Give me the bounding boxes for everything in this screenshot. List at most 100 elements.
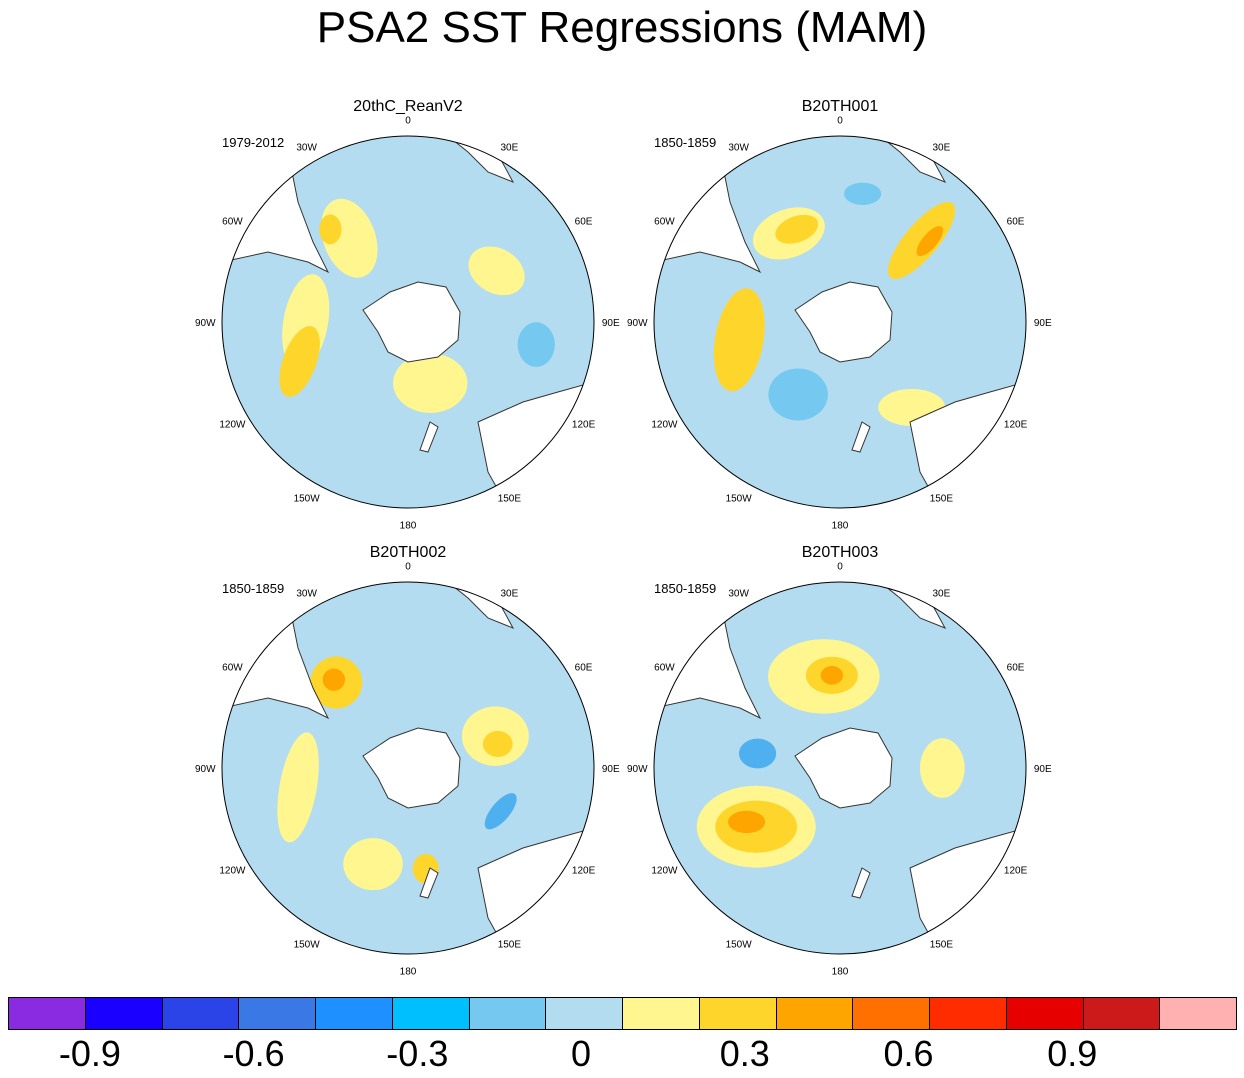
longitude-label: 150E — [498, 494, 522, 505]
longitude-label: 30E — [500, 142, 518, 153]
panel-title: 20thC_ReanV2 — [353, 98, 463, 115]
antarctica-landmass — [362, 727, 461, 809]
sst-anomaly-region — [517, 322, 555, 367]
panel-period: 1850-1859 — [222, 581, 285, 596]
longitude-label: 120E — [1004, 419, 1028, 430]
new-zealand-landmass — [419, 867, 439, 899]
colorbar-tick-label: 0.6 — [883, 1033, 934, 1074]
longitude-label: 90W — [195, 764, 216, 775]
map-border — [653, 135, 1027, 509]
colorbar-swatch — [775, 997, 854, 1030]
sst-anomaly-region — [277, 732, 319, 843]
longitude-label: 180 — [400, 967, 417, 978]
longitude-label: 60W — [654, 663, 675, 674]
longitude-label: 120W — [219, 865, 246, 876]
sst-anomaly-region — [322, 668, 346, 691]
sst-anomaly-region — [768, 368, 828, 421]
new-zealand-landmass — [419, 421, 439, 453]
sst-anomaly-region — [279, 326, 320, 397]
sst-anomaly-region — [738, 738, 777, 769]
figure-title: PSA2 SST Regressions (MAM) — [316, 3, 928, 52]
polar-map: 0 30E 60E 90E 120E 150E 180 150W 120W 90W 60W 30W — [627, 561, 1052, 978]
sst-anomaly-region — [775, 214, 819, 244]
longitude-label: 60W — [222, 217, 243, 228]
longitude-label: 90W — [627, 764, 648, 775]
antarctica-landmass — [794, 727, 893, 809]
panel-title: B20TH003 — [801, 544, 879, 561]
sst-anomaly-region — [319, 214, 342, 245]
colorbar-swatch — [622, 997, 700, 1030]
longitude-label: 0 — [405, 561, 411, 572]
africa-landmass — [446, 136, 515, 183]
colorbar-swatch — [84, 997, 163, 1030]
colorbar — [8, 997, 1237, 1031]
longitude-label: 90E — [1034, 318, 1052, 329]
longitude-label: 150W — [294, 494, 321, 505]
longitude-label: 90E — [602, 764, 620, 775]
longitude-label: 60E — [575, 663, 593, 674]
longitude-label: 180 — [832, 521, 849, 532]
longitude-label: 120E — [1004, 865, 1028, 876]
longitude-label: 120E — [572, 419, 596, 430]
colorbar-swatch — [161, 997, 240, 1030]
longitude-label: 180 — [400, 521, 417, 532]
sst-anomaly-region — [482, 730, 513, 757]
new-zealand-landmass — [851, 867, 871, 899]
sst-anomaly-region — [343, 838, 403, 891]
sst-anomaly-region — [468, 246, 525, 296]
longitude-label: 180 — [832, 967, 849, 978]
colorbar-swatch — [852, 997, 930, 1030]
longitude-label: 90W — [195, 318, 216, 329]
colorbar-swatch — [8, 997, 86, 1030]
panel-period: 1850-1859 — [654, 581, 717, 596]
longitude-label: 0 — [837, 115, 843, 126]
longitude-label: 60E — [1007, 217, 1025, 228]
sst-anomaly-region — [844, 182, 882, 205]
antarctica-landmass — [794, 281, 893, 363]
colorbar-tick-label: -0.3 — [386, 1033, 449, 1074]
longitude-label: 60W — [222, 663, 243, 674]
sst-anomaly-region — [393, 353, 468, 413]
longitude-label: 0 — [405, 115, 411, 126]
sst-anomaly-region — [713, 288, 765, 392]
panel-period: 1979-2012 — [222, 135, 285, 150]
sst-anomaly-region — [727, 810, 766, 834]
longitude-label: 30W — [728, 142, 749, 153]
longitude-label: 30E — [932, 142, 950, 153]
colorbar-swatch — [1159, 997, 1237, 1030]
colorbar-tick-label: -0.6 — [222, 1033, 285, 1074]
colorbar-tick-label: 0.9 — [1047, 1033, 1098, 1074]
sst-anomaly-region — [916, 226, 944, 257]
longitude-label: 150E — [498, 940, 522, 951]
colorbar-tick-label: 0 — [571, 1033, 592, 1074]
longitude-label: 120W — [651, 419, 678, 430]
longitude-label: 30W — [728, 588, 749, 599]
africa-landmass — [878, 582, 947, 629]
longitude-label: 150W — [726, 940, 753, 951]
longitude-label: 30W — [296, 588, 317, 599]
longitude-label: 60E — [1007, 663, 1025, 674]
map-border — [221, 135, 595, 509]
colorbar-swatch — [468, 997, 547, 1030]
longitude-label: 120E — [572, 865, 596, 876]
africa-landmass — [878, 136, 947, 183]
sst-anomaly-region — [484, 793, 517, 830]
polar-map: 0 30E 60E 90E 120E 150E 180 150W 120W 90W 60W 30W — [195, 561, 620, 978]
longitude-label: 90E — [1034, 764, 1052, 775]
polar-map: 0 30E 60E 90E 120E 150E 180 150W 120W 90W 60W 30W — [195, 115, 620, 532]
panel-period: 1850-1859 — [654, 135, 717, 150]
longitude-label: 60W — [654, 217, 675, 228]
longitude-label: 30E — [932, 588, 950, 599]
colorbar-swatch — [929, 997, 1007, 1030]
polar-map: 0 30E 60E 90E 120E 150E 180 150W 120W 90W 60W 30W — [627, 115, 1052, 532]
colorbar-swatch — [1005, 997, 1084, 1030]
sst-anomaly-region — [820, 666, 844, 685]
longitude-label: 90E — [602, 318, 620, 329]
longitude-label: 150W — [294, 940, 321, 951]
longitude-label: 60E — [575, 217, 593, 228]
colorbar-swatch — [315, 997, 393, 1030]
colorbar-swatch — [698, 997, 777, 1030]
colorbar-swatch — [391, 997, 470, 1030]
longitude-label: 90W — [627, 318, 648, 329]
longitude-label: 30W — [296, 142, 317, 153]
